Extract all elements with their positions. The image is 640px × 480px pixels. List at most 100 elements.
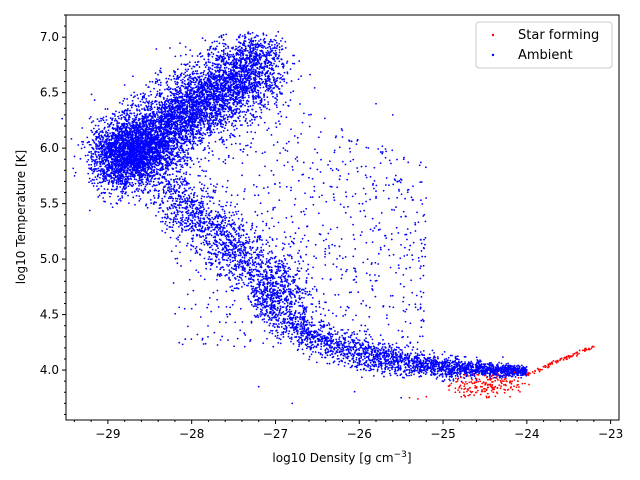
ambient-point [266,70,269,73]
ambient-point [113,179,116,181]
ambient-point [172,139,175,142]
ambient-point [223,93,226,96]
ambient-point [191,130,194,132]
ambient-point [207,52,210,55]
ambient-point [118,101,121,104]
ambient-point [248,59,251,62]
ambient-point [174,98,177,101]
ambient-point [165,178,168,181]
ambient-point [117,181,120,184]
ambient-point [204,39,207,42]
ambient-point [212,89,215,92]
ambient-point [278,54,280,57]
ambient-point [220,89,223,92]
ambient-point [191,55,194,57]
ambient-point [274,39,277,42]
ambient-point [133,114,136,117]
ambient-point [230,124,233,127]
ambient-point [241,90,244,93]
ambient-point [96,118,99,121]
ambient-point [139,122,142,125]
ambient-point [230,132,232,135]
ambient-point [95,164,98,166]
ambient-point [180,158,182,161]
ambient-point [237,60,240,62]
ambient-point [180,133,183,136]
ambient-point [174,112,177,114]
ambient-point [210,84,213,86]
ambient-point [173,96,176,99]
ambient-point [110,177,113,180]
ambient-point [235,45,237,48]
ambient-point [98,194,101,197]
ambient-point [228,58,230,61]
ambient-point [193,112,196,114]
ambient-point [197,129,200,131]
ambient-point [195,99,198,102]
ambient-point [207,145,209,147]
ambient-point [225,114,228,116]
ambient-point [171,101,174,103]
ambient-point [122,178,124,180]
ambient-point [88,209,91,212]
ambient-point [103,141,106,144]
ambient-point [111,119,114,121]
ambient-point [269,46,272,48]
ambient-point [244,40,247,43]
ambient-point [241,70,244,72]
ambient-point [220,103,223,106]
ambient-point [242,99,245,102]
ambient-point [156,79,159,82]
ambient-point [238,115,241,118]
ambient-point [113,188,116,191]
ambient-point [136,113,139,116]
ambient-point [241,35,244,37]
ambient-point [231,66,234,69]
ambient-point [258,40,260,42]
ambient-point [108,139,111,142]
ambient-point [214,116,217,119]
ambient-point [278,51,281,54]
ambient-point [223,127,226,130]
ambient-point [204,120,207,122]
ambient-point [222,74,224,77]
ambient-point [159,149,162,152]
ambient-point [275,47,278,50]
ambient-point [205,129,208,132]
ambient-point [202,107,205,110]
ambient-point [268,43,271,46]
ambient-point [224,42,226,45]
ambient-point [192,77,195,80]
ambient-point [217,119,220,122]
ambient-point [213,131,216,134]
ambient-point [214,105,216,108]
ambient-point [191,88,194,91]
ambient-point [247,110,249,112]
ambient-point [243,83,246,85]
ambient-point [137,105,140,108]
ambient-point [222,45,225,48]
ambient-point [240,49,243,52]
ambient-point [194,86,197,89]
ambient-point [251,31,254,34]
ambient-point [207,125,210,128]
ambient-point [216,82,219,85]
ambient-point [263,65,266,68]
ambient-point [114,118,117,120]
ambient-point [277,65,280,68]
ambient-point [236,102,239,105]
ambient-point [274,83,276,86]
ambient-point [218,42,221,45]
ambient-point [176,138,179,141]
ambient-point [242,116,245,118]
ambient-point [127,194,129,197]
ambient-point [216,86,219,89]
ambient-point [112,180,115,183]
ambient-point [176,83,179,86]
ambient-point [221,76,223,79]
ambient-point [131,99,134,102]
ambient-point [217,131,220,134]
ambient-point [278,90,281,93]
ambient-point [206,49,209,51]
ambient-point [194,83,196,86]
